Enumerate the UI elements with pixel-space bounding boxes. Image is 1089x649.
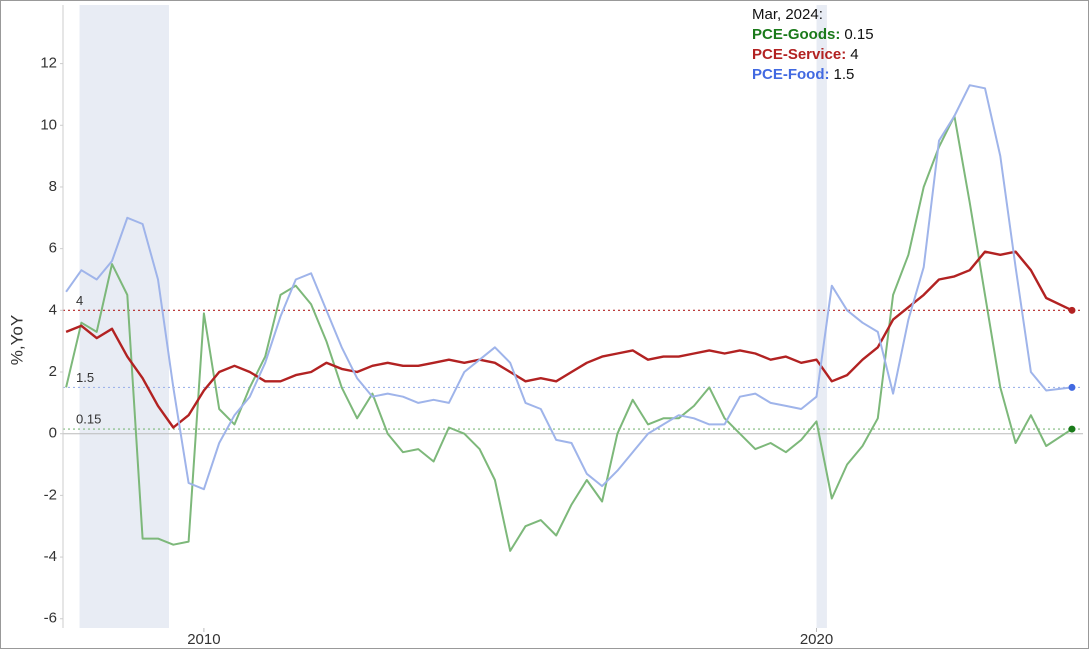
legend-value: 0.15 <box>844 26 874 43</box>
legend-value: 4 <box>850 46 859 63</box>
y-tick-label: 0 <box>49 425 57 442</box>
legend-name: PCE-Goods <box>752 26 840 43</box>
latest-value-label: 4 <box>76 293 83 308</box>
legend-entry: PCE-Service4 <box>752 45 874 65</box>
legend-entry: PCE-Goods0.15 <box>752 25 874 45</box>
y-tick-label: -2 <box>44 486 57 503</box>
y-axis-label: %,YoY <box>7 315 26 365</box>
shaded-period <box>816 5 827 628</box>
legend: Mar, 2024: PCE-Goods0.15PCE-Service4PCE-… <box>752 5 874 85</box>
latest-point <box>1068 306 1076 314</box>
y-tick-label: 6 <box>49 240 57 257</box>
legend-entry: PCE-Food1.5 <box>752 65 874 85</box>
y-tick-label: 2 <box>49 363 57 380</box>
x-tick-label: 2010 <box>187 631 220 648</box>
y-tick-label: 8 <box>49 178 57 195</box>
series-line <box>65 250 1073 429</box>
legend-name: PCE-Service <box>752 46 846 63</box>
y-tick-label: -6 <box>44 610 57 627</box>
plot-area: 0.15 4 1.5 <box>63 5 1083 628</box>
latest-value-label: 0.15 <box>76 412 101 427</box>
shaded-period <box>79 5 169 628</box>
y-tick-label: 12 <box>40 55 57 72</box>
x-tick-label: 2020 <box>800 631 833 648</box>
latest-point <box>1068 425 1076 433</box>
y-tick-label: -4 <box>44 548 57 565</box>
y-tick-label: 4 <box>49 301 57 318</box>
latest-point <box>1068 383 1076 391</box>
latest-value-label: 1.5 <box>76 370 94 385</box>
legend-value: 1.5 <box>833 66 855 83</box>
y-tick-label: 10 <box>40 116 57 133</box>
legend-name: PCE-Food <box>752 66 830 83</box>
legend-title: Mar, 2024: <box>752 6 823 23</box>
series-line <box>65 84 1073 491</box>
